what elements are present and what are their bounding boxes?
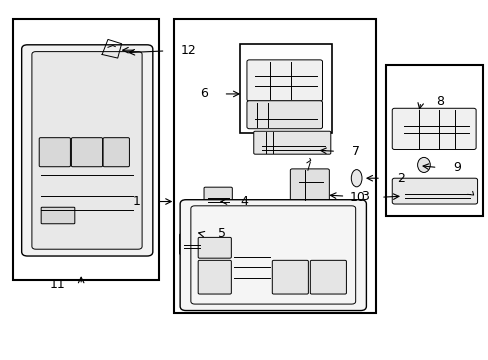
Text: 4: 4: [240, 195, 248, 208]
Bar: [385, 65, 483, 216]
FancyBboxPatch shape: [71, 138, 102, 167]
FancyBboxPatch shape: [391, 178, 477, 204]
FancyBboxPatch shape: [246, 60, 322, 101]
FancyBboxPatch shape: [41, 207, 75, 224]
Text: 11: 11: [50, 278, 65, 291]
Text: 1: 1: [132, 195, 140, 208]
FancyBboxPatch shape: [253, 131, 330, 154]
FancyBboxPatch shape: [180, 200, 366, 311]
Bar: [173, 19, 375, 313]
Text: 10: 10: [349, 191, 365, 204]
Ellipse shape: [417, 157, 429, 172]
Text: 8: 8: [436, 95, 444, 108]
FancyBboxPatch shape: [198, 237, 231, 258]
Text: 5: 5: [218, 227, 226, 240]
FancyBboxPatch shape: [272, 260, 308, 294]
Text: 9: 9: [452, 161, 460, 174]
FancyBboxPatch shape: [179, 234, 203, 255]
FancyBboxPatch shape: [32, 51, 142, 249]
FancyBboxPatch shape: [39, 138, 70, 167]
FancyBboxPatch shape: [198, 260, 231, 294]
Bar: [239, 44, 331, 134]
FancyBboxPatch shape: [21, 45, 153, 256]
Text: 3: 3: [360, 190, 368, 203]
Text: 12: 12: [181, 44, 197, 57]
FancyBboxPatch shape: [246, 101, 322, 129]
FancyBboxPatch shape: [203, 187, 232, 208]
FancyBboxPatch shape: [391, 108, 475, 149]
Text: 2: 2: [396, 172, 404, 185]
Text: 7: 7: [351, 145, 359, 158]
Text: 6: 6: [200, 87, 207, 100]
Bar: [13, 19, 159, 280]
FancyBboxPatch shape: [310, 260, 346, 294]
Ellipse shape: [350, 170, 361, 187]
FancyBboxPatch shape: [290, 169, 329, 201]
FancyBboxPatch shape: [103, 138, 129, 167]
